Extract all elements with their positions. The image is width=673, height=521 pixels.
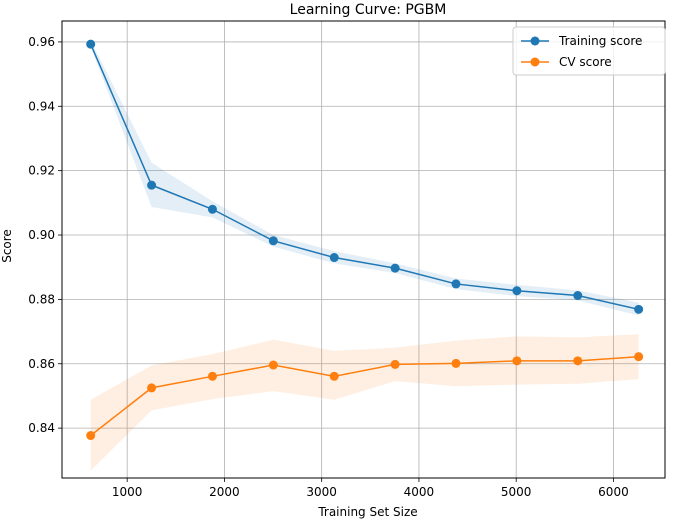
- marker-layer: [86, 39, 644, 441]
- x-tick-label: 4000: [404, 485, 435, 499]
- cv-score-point: [329, 371, 339, 381]
- cv-score-band: [90, 334, 639, 471]
- legend-marker-cv: [530, 57, 540, 67]
- x-axis-ticks: 1000 2000 3000 4000 5000 6000: [112, 478, 629, 499]
- cv-score-point: [207, 371, 217, 381]
- cv-score-point: [573, 356, 583, 366]
- y-tick-label: 0.90: [28, 228, 55, 242]
- x-tick-label: 3000: [306, 485, 337, 499]
- cv-score-line: [90, 355, 639, 437]
- y-tick-label: 0.84: [28, 421, 55, 435]
- training-score-point: [329, 253, 339, 263]
- cv-score-point: [512, 356, 522, 366]
- training-score-point: [86, 39, 96, 49]
- x-tick-label: 6000: [598, 485, 629, 499]
- cv-score-point: [451, 358, 461, 368]
- training-score-line: [90, 43, 639, 311]
- cv-score-point: [268, 360, 278, 370]
- x-axis-label: Training Set Size: [317, 505, 417, 519]
- training-score-point: [207, 204, 217, 214]
- y-tick-label: 0.96: [28, 35, 55, 49]
- training-score-point: [512, 286, 522, 296]
- plot-frame: [61, 20, 666, 479]
- training-score-band: [90, 40, 639, 316]
- cv-score-point: [390, 359, 400, 369]
- y-axis-label: Score: [0, 229, 14, 263]
- legend: Training score CV score: [512, 26, 666, 76]
- training-score-point: [634, 304, 644, 314]
- legend-label-training: Training score: [558, 34, 642, 48]
- y-tick-label: 0.92: [28, 164, 55, 178]
- y-tick-label: 0.94: [28, 99, 55, 113]
- legend-label-cv: CV score: [559, 55, 612, 69]
- training-score-point: [147, 180, 157, 190]
- grid-layer: [62, 21, 665, 478]
- cv-score-point: [634, 352, 644, 362]
- cv-score-point: [86, 431, 96, 441]
- line-layer: [90, 43, 639, 437]
- chart-title: Learning Curve: PGBM: [290, 2, 447, 18]
- band-layer: [90, 40, 639, 471]
- plot-area: [61, 20, 666, 479]
- training-score-point: [573, 291, 583, 301]
- legend-marker-training: [530, 36, 540, 46]
- y-tick-label: 0.88: [28, 292, 55, 306]
- training-score-point: [390, 263, 400, 273]
- legend-box: [512, 26, 666, 76]
- training-score-point: [268, 236, 278, 246]
- x-tick-label: 1000: [112, 485, 143, 499]
- x-tick-label: 2000: [209, 485, 240, 499]
- training-score-point: [451, 279, 461, 289]
- x-tick-label: 5000: [501, 485, 532, 499]
- y-tick-label: 0.86: [28, 357, 55, 371]
- cv-score-point: [147, 383, 157, 393]
- y-axis-ticks: 0.84 0.86 0.88 0.90 0.92 0.94 0.96: [28, 35, 62, 435]
